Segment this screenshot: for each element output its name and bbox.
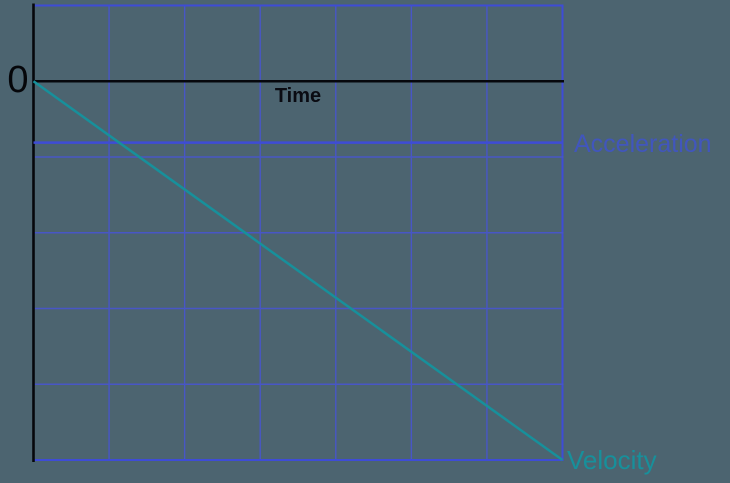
origin-zero-label: 0	[7, 59, 29, 101]
velocity-line	[32, 80, 564, 462]
velocity-label: Velocity	[567, 445, 657, 475]
time-axis-label: Time	[274, 85, 322, 107]
acceleration-label: Acceleration	[574, 130, 712, 158]
